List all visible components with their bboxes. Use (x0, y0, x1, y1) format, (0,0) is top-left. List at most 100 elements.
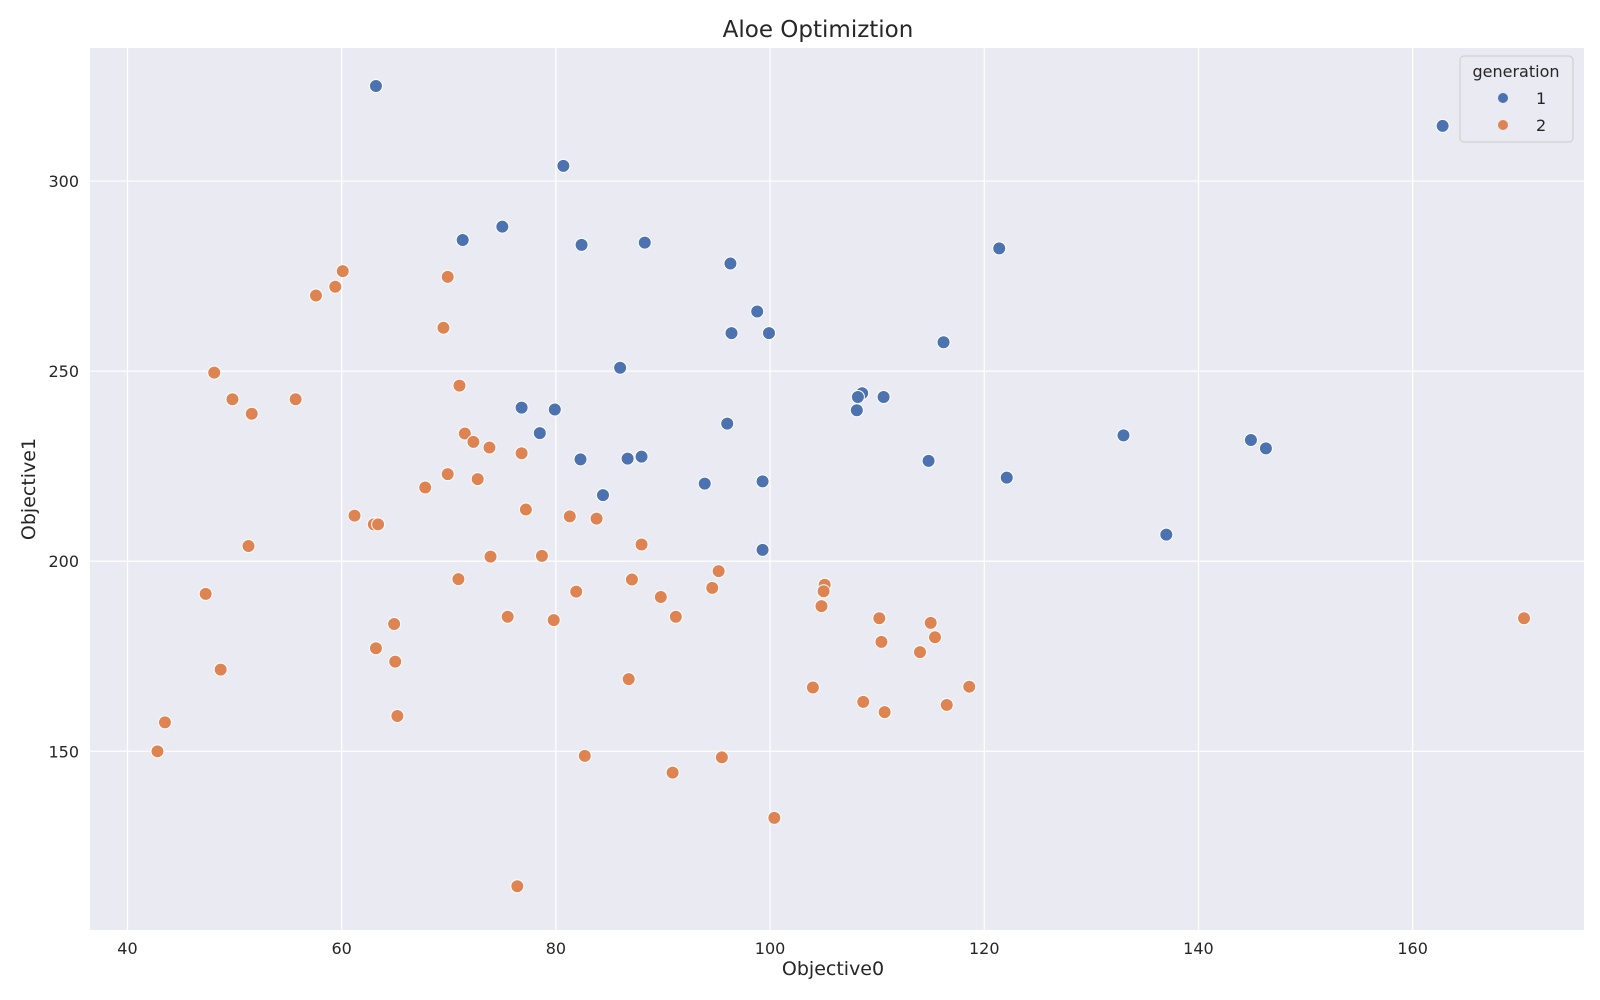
data-point-gen-1 (723, 256, 738, 271)
data-point-gen-1 (532, 426, 547, 441)
data-point-gen-1 (574, 237, 589, 252)
data-point-gen-2 (451, 572, 466, 587)
data-point-gen-2 (874, 634, 889, 649)
x-tick-label: 160 (1397, 939, 1428, 958)
data-point-gen-2 (814, 599, 829, 614)
y-axis-ticks: 150 200 250 300 (48, 172, 79, 761)
data-point-gen-1 (755, 542, 770, 557)
data-point-gen-1 (547, 402, 562, 417)
data-point-gen-2 (387, 616, 402, 631)
data-point-gen-2 (534, 548, 549, 563)
data-point-gen-2 (483, 549, 498, 564)
data-point-gen-1 (697, 476, 712, 491)
data-points (150, 79, 1532, 894)
data-point-gen-1 (921, 453, 936, 468)
data-point-gen-2 (856, 694, 871, 709)
y-axis-label: Objective1 (18, 438, 40, 540)
legend-marker-2 (1498, 120, 1508, 130)
plot-area (90, 48, 1584, 930)
x-tick-label: 40 (117, 939, 137, 958)
x-tick-label: 100 (755, 939, 786, 958)
data-point-gen-1 (755, 474, 770, 489)
data-point-gen-2 (328, 279, 343, 294)
data-point-gen-2 (390, 708, 405, 723)
x-tick-label: 80 (546, 939, 566, 958)
data-point-gen-2 (418, 480, 433, 495)
data-point-gen-2 (668, 609, 683, 624)
data-point-gen-2 (569, 584, 584, 599)
data-point-gen-1 (876, 389, 891, 404)
data-point-gen-2 (388, 654, 403, 669)
legend-marker-1 (1498, 93, 1508, 103)
data-point-gen-1 (999, 470, 1014, 485)
data-point-gen-2 (198, 586, 213, 601)
data-point-gen-2 (466, 434, 481, 449)
data-point-gen-1 (595, 488, 610, 503)
legend-box (1459, 55, 1574, 143)
data-point-gen-2 (653, 589, 668, 604)
data-point-gen-1 (1116, 428, 1131, 443)
data-point-gen-2 (207, 365, 222, 380)
data-point-gen-2 (1517, 611, 1532, 626)
data-point-gen-2 (816, 584, 831, 599)
y-tick-label: 150 (48, 742, 79, 761)
data-point-gen-1 (724, 326, 739, 341)
data-point-gen-2 (470, 472, 485, 487)
y-tick-label: 300 (48, 172, 79, 191)
data-point-gen-2 (767, 810, 782, 825)
legend: generation 1 2 (1459, 55, 1574, 143)
data-point-gen-1 (1243, 432, 1258, 447)
data-point-gen-2 (150, 744, 165, 759)
legend-title: generation (1472, 62, 1559, 81)
data-point-gen-1 (1159, 527, 1174, 542)
data-point-gen-2 (923, 615, 938, 630)
data-point-gen-1 (992, 241, 1007, 256)
data-point-gen-2 (913, 645, 927, 660)
x-axis-ticks: 40 60 80 100 120 140 160 (117, 939, 1428, 958)
x-tick-label: 120 (969, 939, 1000, 958)
data-point-gen-2 (589, 511, 604, 526)
data-point-gen-1 (849, 403, 864, 418)
data-point-gen-1 (634, 449, 649, 464)
data-point-gen-2 (705, 580, 720, 595)
data-point-gen-1 (750, 304, 765, 319)
data-point-gen-2 (665, 765, 680, 780)
data-point-gen-2 (518, 502, 533, 517)
legend-label-1: 1 (1536, 89, 1546, 108)
data-point-gen-2 (577, 748, 592, 763)
data-point-gen-1 (761, 326, 776, 341)
data-point-gen-2 (482, 440, 497, 455)
data-point-gen-1 (495, 219, 510, 234)
data-point-gen-2 (962, 679, 977, 694)
data-point-gen-2 (546, 613, 561, 628)
data-point-gen-1 (720, 416, 735, 431)
data-point-gen-2 (510, 879, 525, 894)
data-point-gen-2 (157, 715, 172, 730)
data-point-gen-1 (1435, 118, 1450, 133)
y-tick-label: 250 (48, 362, 79, 381)
data-point-gen-2 (634, 537, 649, 552)
data-point-gen-2 (621, 672, 636, 687)
data-point-gen-1 (455, 232, 470, 247)
data-point-gen-1 (514, 400, 529, 415)
data-point-gen-1 (637, 235, 652, 250)
data-point-gen-2 (440, 467, 455, 482)
data-point-gen-2 (452, 378, 467, 393)
data-point-gen-2 (368, 641, 383, 656)
data-point-gen-2 (500, 609, 515, 624)
data-point-gen-2 (927, 630, 942, 645)
data-point-gen-1 (556, 158, 571, 173)
data-point-gen-2 (877, 705, 892, 720)
data-point-gen-1 (850, 389, 865, 404)
chart-title: Aloe Optimiztion (723, 17, 914, 43)
data-point-gen-2 (872, 611, 887, 626)
data-point-gen-2 (225, 392, 240, 407)
data-point-gen-2 (244, 406, 259, 421)
data-point-gen-2 (805, 680, 820, 695)
data-point-gen-2 (457, 426, 472, 441)
data-point-gen-2 (514, 446, 529, 461)
data-point-gen-1 (368, 79, 383, 94)
data-point-gen-1 (620, 451, 635, 466)
y-tick-label: 200 (48, 552, 79, 571)
